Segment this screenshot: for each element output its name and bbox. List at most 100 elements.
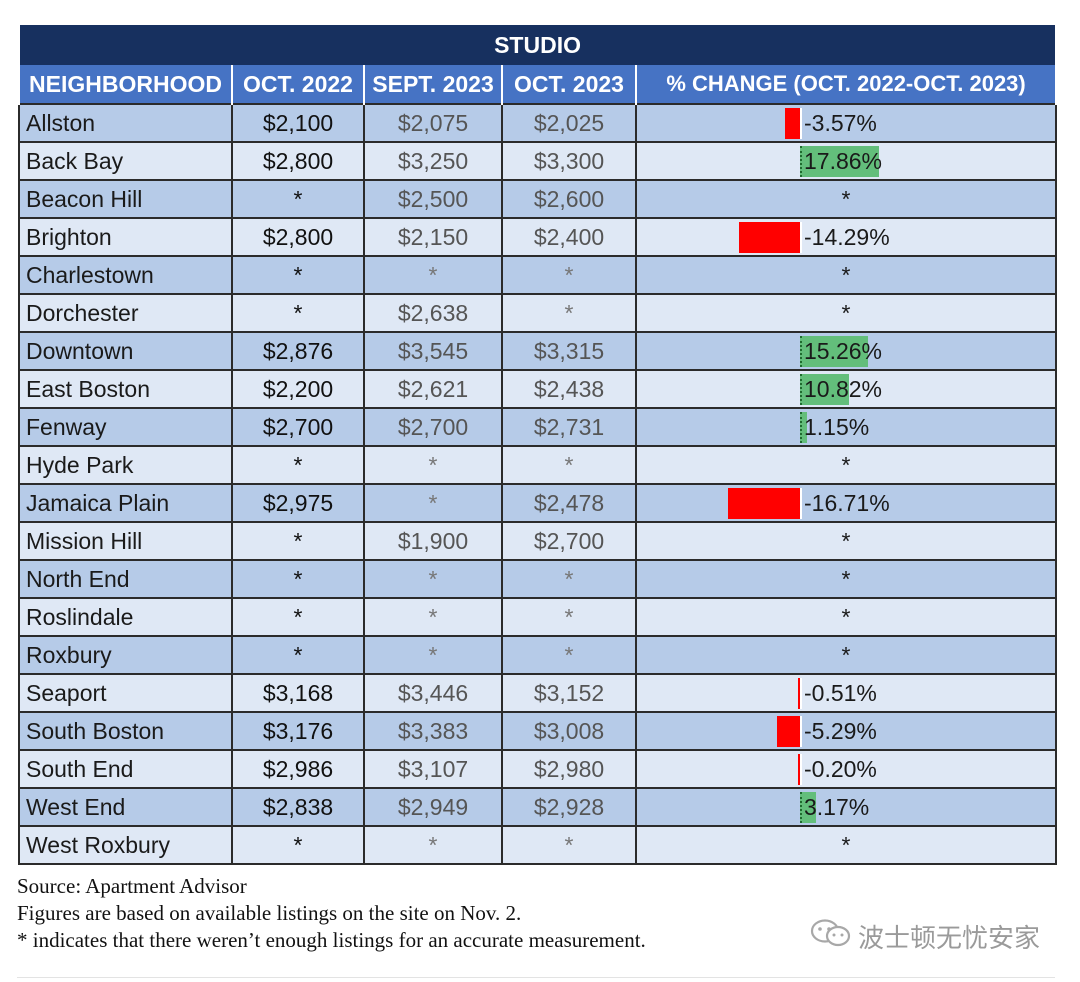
- neighborhood-cell: Back Bay: [18, 141, 233, 181]
- header-pct-change: % CHANGE (OCT. 2022-OCT. 2023): [634, 65, 1058, 104]
- oct-2023-cell: *: [501, 445, 637, 485]
- sept-2023-cell: $3,545: [363, 331, 503, 371]
- table-row: Dorchester * $2,638 * *: [18, 293, 1058, 333]
- oct-2023-cell: $2,600: [501, 179, 637, 219]
- sept-2023-cell: *: [363, 559, 503, 599]
- oct-2023-cell: $3,315: [501, 331, 637, 371]
- table-row: Jamaica Plain $2,975 * $2,478 -16.71%: [18, 483, 1058, 523]
- pct-change-label: -0.20%: [804, 756, 877, 782]
- pct-change-cell: -14.29%: [634, 217, 1058, 257]
- neighborhood-cell: East Boston: [18, 369, 233, 409]
- oct-2022-cell: *: [231, 293, 365, 333]
- pct-change-cell: *: [634, 293, 1058, 333]
- negative-change-bar: [738, 222, 802, 253]
- negative-change-bar: [728, 488, 802, 519]
- sept-2023-cell: $2,500: [363, 179, 503, 219]
- sept-2023-cell: *: [363, 635, 503, 675]
- positive-change-bar: [800, 792, 816, 823]
- oct-2022-cell: $2,986: [231, 749, 365, 789]
- studio-rent-table: STUDIO NEIGHBORHOOD OCT. 2022 SEPT. 2023…: [17, 23, 1058, 865]
- pct-change-label: 15.26%: [804, 338, 883, 364]
- table-row: East Boston $2,200 $2,621 $2,438 10.82%: [18, 369, 1058, 409]
- oct-2023-cell: $3,152: [501, 673, 637, 713]
- oct-2022-cell: $3,168: [231, 673, 365, 713]
- oct-2022-cell: $2,100: [231, 103, 365, 143]
- neighborhood-cell: Fenway: [18, 407, 233, 447]
- oct-2023-cell: $2,400: [501, 217, 637, 257]
- wechat-icon: [810, 918, 852, 955]
- positive-change-bar: [800, 374, 849, 405]
- oct-2023-cell: $2,438: [501, 369, 637, 409]
- sept-2023-cell: $2,621: [363, 369, 503, 409]
- pct-change-label: 1.15%: [804, 414, 870, 440]
- pct-change-label: *: [841, 642, 851, 668]
- pct-change-label: *: [841, 186, 851, 212]
- pct-change-label: *: [841, 262, 851, 288]
- header-sept-2023: SEPT. 2023: [363, 65, 503, 104]
- pct-change-label: 17.86%: [804, 148, 883, 174]
- sept-2023-cell: *: [363, 255, 503, 295]
- table-row: North End * * * *: [18, 559, 1058, 599]
- figures-note: Figures are based on available listings …: [17, 901, 522, 925]
- sept-2023-cell: $2,075: [363, 103, 503, 143]
- table-row: Brighton $2,800 $2,150 $2,400 -14.29%: [18, 217, 1058, 257]
- table-row: Beacon Hill * $2,500 $2,600 *: [18, 179, 1058, 219]
- pct-change-cell: -0.20%: [634, 749, 1058, 789]
- sept-2023-cell: $1,900: [363, 521, 503, 561]
- table-row: Charlestown * * * *: [18, 255, 1058, 295]
- pct-change-cell: 17.86%: [634, 141, 1058, 181]
- pct-change-label: *: [841, 604, 851, 630]
- pct-change-cell: -5.29%: [634, 711, 1058, 751]
- oct-2022-cell: *: [231, 559, 365, 599]
- oct-2023-cell: $2,731: [501, 407, 637, 447]
- negative-change-bar: [798, 754, 802, 785]
- table-row: Allston $2,100 $2,075 $2,025 -3.57%: [18, 103, 1058, 143]
- oct-2023-cell: $2,980: [501, 749, 637, 789]
- table-row: Roxbury * * * *: [18, 635, 1058, 675]
- pct-change-cell: *: [634, 445, 1058, 485]
- oct-2023-cell: $2,928: [501, 787, 637, 827]
- pct-change-label: *: [841, 528, 851, 554]
- pct-change-cell: *: [634, 825, 1058, 865]
- table-row: West End $2,838 $2,949 $2,928 3.17%: [18, 787, 1058, 827]
- table-row: Downtown $2,876 $3,545 $3,315 15.26%: [18, 331, 1058, 371]
- sept-2023-cell: $3,446: [363, 673, 503, 713]
- pct-change-cell: 1.15%: [634, 407, 1058, 447]
- oct-2023-cell: *: [501, 825, 637, 865]
- neighborhood-cell: Charlestown: [18, 255, 233, 295]
- pct-change-cell: *: [634, 255, 1058, 295]
- sept-2023-cell: $2,700: [363, 407, 503, 447]
- table-row: Back Bay $2,800 $3,250 $3,300 17.86%: [18, 141, 1058, 181]
- oct-2022-cell: $2,700: [231, 407, 365, 447]
- neighborhood-cell: Roxbury: [18, 635, 233, 675]
- pct-change-label: -5.29%: [804, 718, 877, 744]
- oct-2022-cell: $2,800: [231, 217, 365, 257]
- pct-change-cell: 10.82%: [634, 369, 1058, 409]
- sept-2023-cell: *: [363, 445, 503, 485]
- neighborhood-cell: Seaport: [18, 673, 233, 713]
- oct-2022-cell: $3,176: [231, 711, 365, 751]
- negative-change-bar: [784, 108, 802, 139]
- sept-2023-cell: $3,250: [363, 141, 503, 181]
- positive-change-bar: [800, 412, 807, 443]
- neighborhood-cell: Allston: [18, 103, 233, 143]
- oct-2023-cell: $2,025: [501, 103, 637, 143]
- table-row: Hyde Park * * * *: [18, 445, 1058, 485]
- table-row: West Roxbury * * * *: [18, 825, 1058, 865]
- watermark-text: 波士顿无忧安家: [858, 924, 1041, 954]
- positive-change-bar: [800, 146, 879, 177]
- oct-2023-cell: *: [501, 635, 637, 675]
- pct-change-cell: -16.71%: [634, 483, 1058, 523]
- oct-2022-cell: *: [231, 445, 365, 485]
- sept-2023-cell: $2,949: [363, 787, 503, 827]
- pct-change-cell: *: [634, 597, 1058, 637]
- pct-change-cell: *: [634, 559, 1058, 599]
- negative-change-bar: [797, 678, 802, 709]
- pct-change-label: -0.51%: [804, 680, 877, 706]
- header-neighborhood: NEIGHBORHOOD: [18, 65, 233, 104]
- bottom-divider: [17, 977, 1055, 978]
- neighborhood-cell: Beacon Hill: [18, 179, 233, 219]
- neighborhood-cell: South End: [18, 749, 233, 789]
- neighborhood-cell: North End: [18, 559, 233, 599]
- oct-2022-cell: $2,200: [231, 369, 365, 409]
